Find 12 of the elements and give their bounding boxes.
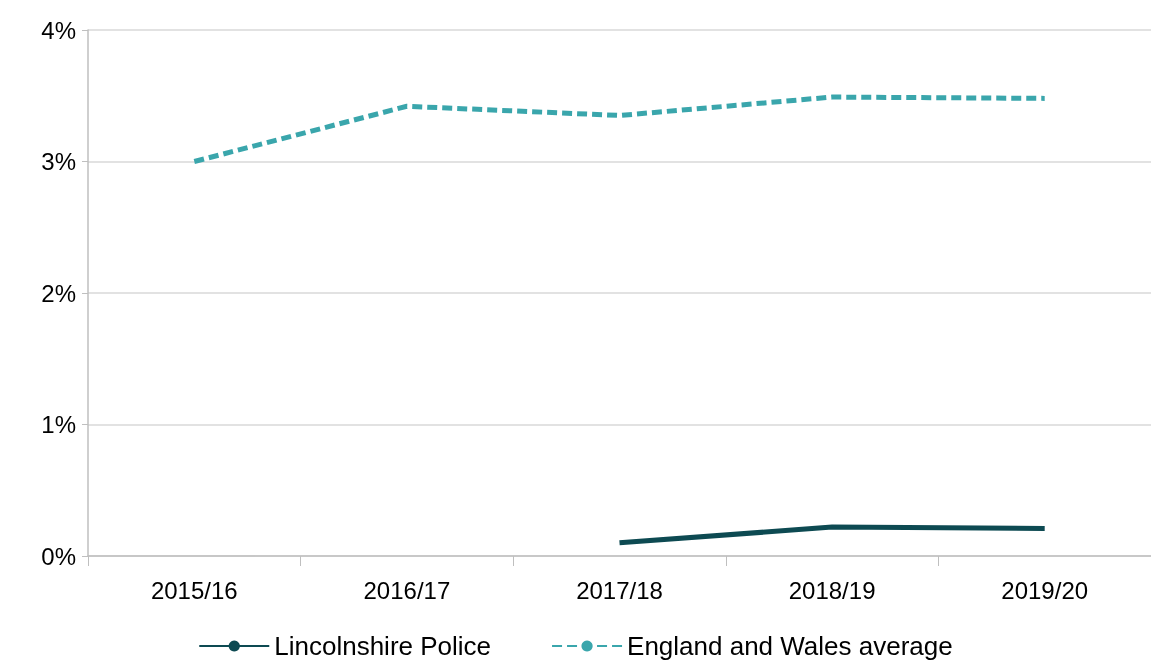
y-tick-label: 1% [41,411,76,438]
y-tick-label: 4% [41,16,76,44]
y-tick-label: 2% [41,279,76,307]
x-tick-label: 2017/18 [576,576,663,604]
x-tick-label: 2016/17 [363,576,451,604]
x-tick-label: 2019/20 [1001,576,1089,604]
x-tick-label: 2018/19 [788,576,876,604]
legend-label: Lincolnshire Police [274,631,492,661]
y-tick-label: 3% [41,148,76,175]
legend-label: England and Wales average [627,631,953,661]
y-tick-label: 0% [41,542,76,570]
x-tick-label: 2015/16 [150,576,238,604]
